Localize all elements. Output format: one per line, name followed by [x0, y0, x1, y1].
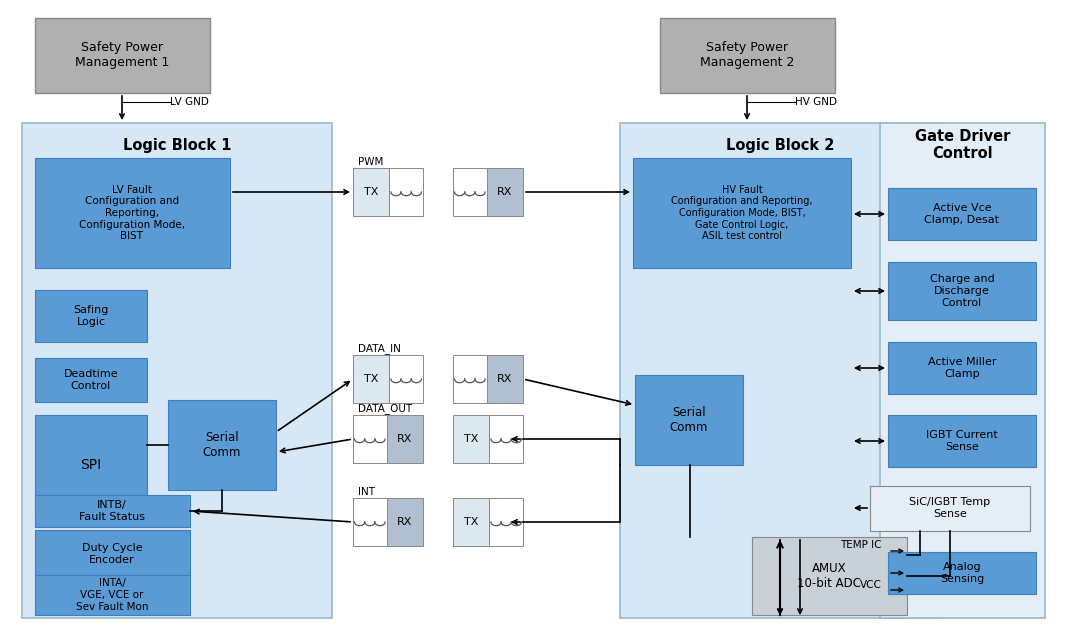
- FancyBboxPatch shape: [35, 290, 147, 342]
- Text: Serial
Comm: Serial Comm: [670, 406, 708, 434]
- FancyBboxPatch shape: [660, 18, 835, 93]
- FancyBboxPatch shape: [487, 355, 523, 403]
- Text: INT: INT: [359, 487, 375, 497]
- Text: Logic Block 1: Logic Block 1: [123, 138, 232, 152]
- Text: TX: TX: [464, 434, 478, 444]
- Text: IGBT Current
Sense: IGBT Current Sense: [926, 430, 998, 452]
- FancyBboxPatch shape: [888, 552, 1036, 594]
- Text: LV Fault
Configuration and
Reporting,
Configuration Mode,
BIST: LV Fault Configuration and Reporting, Co…: [79, 185, 185, 241]
- FancyBboxPatch shape: [389, 168, 423, 216]
- FancyBboxPatch shape: [35, 415, 147, 515]
- Text: TEMP IC: TEMP IC: [841, 540, 882, 550]
- FancyBboxPatch shape: [353, 355, 389, 403]
- Text: TX: TX: [364, 374, 379, 384]
- FancyBboxPatch shape: [389, 355, 423, 403]
- Text: VCC: VCC: [860, 580, 882, 590]
- FancyBboxPatch shape: [35, 575, 190, 615]
- FancyBboxPatch shape: [35, 495, 190, 527]
- Text: SPI: SPI: [80, 458, 101, 472]
- FancyBboxPatch shape: [353, 168, 389, 216]
- Text: Deadtime
Control: Deadtime Control: [64, 369, 118, 391]
- FancyBboxPatch shape: [888, 415, 1036, 467]
- Text: AMUX
10-bit ADC: AMUX 10-bit ADC: [797, 562, 861, 590]
- Text: Active Miller
Clamp: Active Miller Clamp: [927, 357, 997, 379]
- FancyBboxPatch shape: [490, 415, 523, 463]
- FancyBboxPatch shape: [386, 415, 423, 463]
- Text: Gate Driver
Control: Gate Driver Control: [914, 129, 1010, 161]
- FancyBboxPatch shape: [633, 158, 851, 268]
- Text: HV Fault
Configuration and Reporting,
Configuration Mode, BIST,
Gate Control Log: HV Fault Configuration and Reporting, Co…: [671, 185, 813, 241]
- FancyBboxPatch shape: [888, 188, 1036, 240]
- Text: HV GND: HV GND: [795, 97, 837, 107]
- Text: RX: RX: [497, 374, 512, 384]
- Text: Logic Block 2: Logic Block 2: [726, 138, 834, 152]
- Text: LV GND: LV GND: [170, 97, 209, 107]
- FancyBboxPatch shape: [453, 498, 490, 546]
- FancyBboxPatch shape: [888, 342, 1036, 394]
- Text: Duty Cycle
Encoder: Duty Cycle Encoder: [82, 543, 142, 564]
- Text: Analog
Sensing: Analog Sensing: [940, 562, 984, 584]
- FancyBboxPatch shape: [453, 415, 490, 463]
- Text: Charge and
Discharge
Control: Charge and Discharge Control: [929, 275, 994, 308]
- Text: Safety Power
Management 1: Safety Power Management 1: [75, 41, 170, 69]
- Text: SiC/IGBT Temp
Sense: SiC/IGBT Temp Sense: [909, 497, 990, 519]
- FancyBboxPatch shape: [880, 123, 1045, 618]
- FancyBboxPatch shape: [353, 498, 386, 546]
- FancyBboxPatch shape: [888, 262, 1036, 320]
- FancyBboxPatch shape: [353, 415, 386, 463]
- Text: RX: RX: [497, 187, 512, 197]
- FancyBboxPatch shape: [22, 123, 332, 618]
- Text: Serial
Comm: Serial Comm: [203, 431, 241, 459]
- Text: RX: RX: [397, 434, 413, 444]
- FancyBboxPatch shape: [453, 168, 487, 216]
- FancyBboxPatch shape: [870, 486, 1030, 531]
- Text: RX: RX: [397, 517, 413, 527]
- FancyBboxPatch shape: [35, 358, 147, 402]
- Text: Safety Power
Management 2: Safety Power Management 2: [700, 41, 794, 69]
- FancyBboxPatch shape: [386, 498, 423, 546]
- FancyBboxPatch shape: [635, 375, 743, 465]
- Text: Active Vce
Clamp, Desat: Active Vce Clamp, Desat: [924, 204, 1000, 225]
- Text: DATA_OUT: DATA_OUT: [359, 404, 412, 415]
- Text: TX: TX: [464, 517, 478, 527]
- Text: DATA_IN: DATA_IN: [359, 344, 401, 355]
- Text: INTB/
Fault Status: INTB/ Fault Status: [79, 500, 145, 522]
- FancyBboxPatch shape: [487, 168, 523, 216]
- FancyBboxPatch shape: [35, 158, 230, 268]
- FancyBboxPatch shape: [490, 498, 523, 546]
- FancyBboxPatch shape: [453, 355, 487, 403]
- FancyBboxPatch shape: [35, 530, 190, 578]
- FancyBboxPatch shape: [35, 18, 210, 93]
- Text: INTA/
VGE, VCE or
Sev Fault Mon: INTA/ VGE, VCE or Sev Fault Mon: [76, 579, 148, 612]
- FancyBboxPatch shape: [620, 123, 940, 618]
- Text: PWM: PWM: [359, 157, 383, 167]
- FancyBboxPatch shape: [752, 537, 907, 615]
- Text: Safing
Logic: Safing Logic: [74, 305, 109, 327]
- FancyBboxPatch shape: [168, 400, 276, 490]
- Text: TX: TX: [364, 187, 379, 197]
